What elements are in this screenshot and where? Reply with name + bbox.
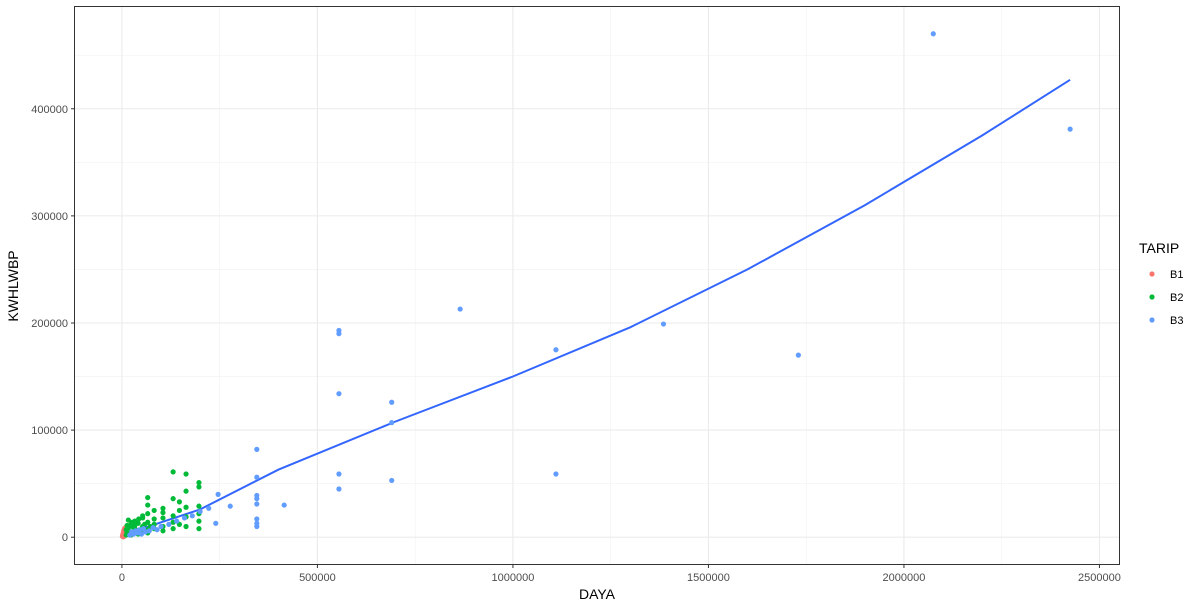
data-point-b3 bbox=[336, 391, 342, 397]
data-point-b2 bbox=[136, 516, 142, 522]
data-point-b3 bbox=[281, 502, 287, 508]
data-point-b2 bbox=[170, 496, 176, 502]
data-point-b2 bbox=[196, 518, 202, 524]
data-point-b3 bbox=[254, 520, 260, 526]
data-point-b2 bbox=[170, 469, 176, 475]
data-point-b2 bbox=[135, 520, 141, 526]
data-point-b3 bbox=[336, 327, 342, 334]
data-point-b3 bbox=[254, 501, 260, 507]
legend-label-b3: B3 bbox=[1170, 315, 1183, 327]
data-point-b3 bbox=[181, 515, 188, 521]
data-point-b2 bbox=[196, 479, 202, 486]
data-point-b2 bbox=[145, 502, 151, 508]
data-point-b2 bbox=[145, 511, 151, 517]
data-point-b3 bbox=[215, 491, 221, 497]
data-point-b3 bbox=[389, 477, 395, 484]
data-point-b3 bbox=[166, 521, 172, 527]
data-point-b3 bbox=[930, 31, 936, 37]
trend-line bbox=[125, 78, 1071, 535]
data-point-b3 bbox=[336, 486, 342, 492]
y-tick-label: 100000 bbox=[31, 425, 68, 437]
legend-key-b2 bbox=[1149, 294, 1155, 300]
data-point-b3 bbox=[142, 529, 148, 535]
data-point-b3 bbox=[254, 516, 260, 522]
plot-panel bbox=[74, 6, 1120, 565]
legend-title: TARIP bbox=[1139, 240, 1179, 256]
data-point-b3 bbox=[795, 352, 801, 358]
y-tick-label: 300000 bbox=[31, 211, 68, 223]
data-point-b3 bbox=[254, 474, 260, 480]
data-point-b2 bbox=[196, 503, 202, 509]
data-point-b2 bbox=[129, 523, 136, 530]
y-tick-label: 0 bbox=[62, 532, 68, 544]
data-point-b2 bbox=[140, 513, 146, 519]
legend: TARIP B1 B2 B3 bbox=[1139, 240, 1183, 327]
data-point-b3 bbox=[389, 399, 395, 405]
data-point-b3 bbox=[146, 528, 152, 534]
data-point-b3 bbox=[227, 503, 233, 509]
data-point-b2 bbox=[176, 507, 182, 514]
data-point-b3 bbox=[389, 420, 395, 426]
x-tick-label: 2500000 bbox=[1078, 572, 1121, 584]
y-tick-label: 400000 bbox=[31, 104, 68, 116]
data-point-b2 bbox=[129, 519, 136, 525]
data-point-b2 bbox=[160, 515, 166, 521]
y-axis: 0 100000 200000 300000 400000 bbox=[31, 104, 75, 544]
data-point-b3 bbox=[336, 471, 342, 477]
data-point-b3 bbox=[158, 523, 164, 530]
data-point-b2 bbox=[170, 526, 176, 532]
y-axis-title: KWHLWBP bbox=[5, 250, 21, 321]
data-point-b2 bbox=[160, 528, 166, 534]
data-point-b3 bbox=[189, 513, 195, 519]
trend-line-layer bbox=[125, 78, 1071, 535]
data-point-b2 bbox=[160, 505, 166, 511]
data-point-b2 bbox=[176, 499, 182, 505]
data-point-b2 bbox=[183, 471, 189, 477]
x-tick-label: 0 bbox=[119, 572, 125, 584]
data-point-b3 bbox=[457, 306, 463, 312]
legend-label-b1: B1 bbox=[1170, 269, 1183, 281]
data-point-b2 bbox=[160, 509, 166, 516]
data-point-b3 bbox=[154, 527, 160, 533]
x-tick-label: 1500000 bbox=[687, 572, 730, 584]
data-point-b3 bbox=[174, 518, 180, 524]
data-point-b2 bbox=[151, 507, 157, 514]
data-point-b3 bbox=[197, 508, 203, 515]
data-point-b2 bbox=[170, 513, 176, 519]
x-axis: 0 500000 1000000 1500000 2000000 2500000 bbox=[119, 564, 1121, 584]
data-point-b3 bbox=[660, 321, 667, 327]
data-points bbox=[119, 31, 1073, 540]
data-point-b3 bbox=[206, 505, 212, 511]
data-point-b2 bbox=[183, 523, 189, 530]
data-point-b3 bbox=[553, 347, 559, 353]
data-point-b3 bbox=[254, 446, 260, 452]
y-tick-label: 200000 bbox=[31, 318, 68, 330]
data-point-b3 bbox=[136, 527, 143, 533]
legend-key-b3 bbox=[1149, 317, 1155, 323]
legend-label-b2: B2 bbox=[1170, 292, 1183, 304]
data-point-b3 bbox=[254, 492, 260, 499]
data-point-b2 bbox=[151, 516, 157, 522]
x-tick-label: 1000000 bbox=[492, 572, 535, 584]
x-tick-label: 500000 bbox=[299, 572, 336, 584]
data-point-b2 bbox=[196, 526, 202, 532]
legend-key-b1 bbox=[1149, 271, 1155, 277]
data-point-b2 bbox=[142, 521, 148, 527]
data-point-b3 bbox=[213, 520, 219, 526]
data-point-b2 bbox=[196, 484, 202, 490]
x-axis-title: DAYA bbox=[579, 586, 616, 602]
data-point-b2 bbox=[125, 517, 131, 523]
data-point-b3 bbox=[150, 524, 156, 531]
data-point-b2 bbox=[183, 488, 189, 494]
data-point-b2 bbox=[183, 504, 189, 510]
data-point-b2 bbox=[145, 494, 151, 501]
data-point-b3 bbox=[553, 471, 559, 477]
x-tick-label: 2000000 bbox=[883, 572, 926, 584]
data-point-b3 bbox=[138, 531, 145, 537]
data-point-b3 bbox=[1067, 126, 1073, 132]
